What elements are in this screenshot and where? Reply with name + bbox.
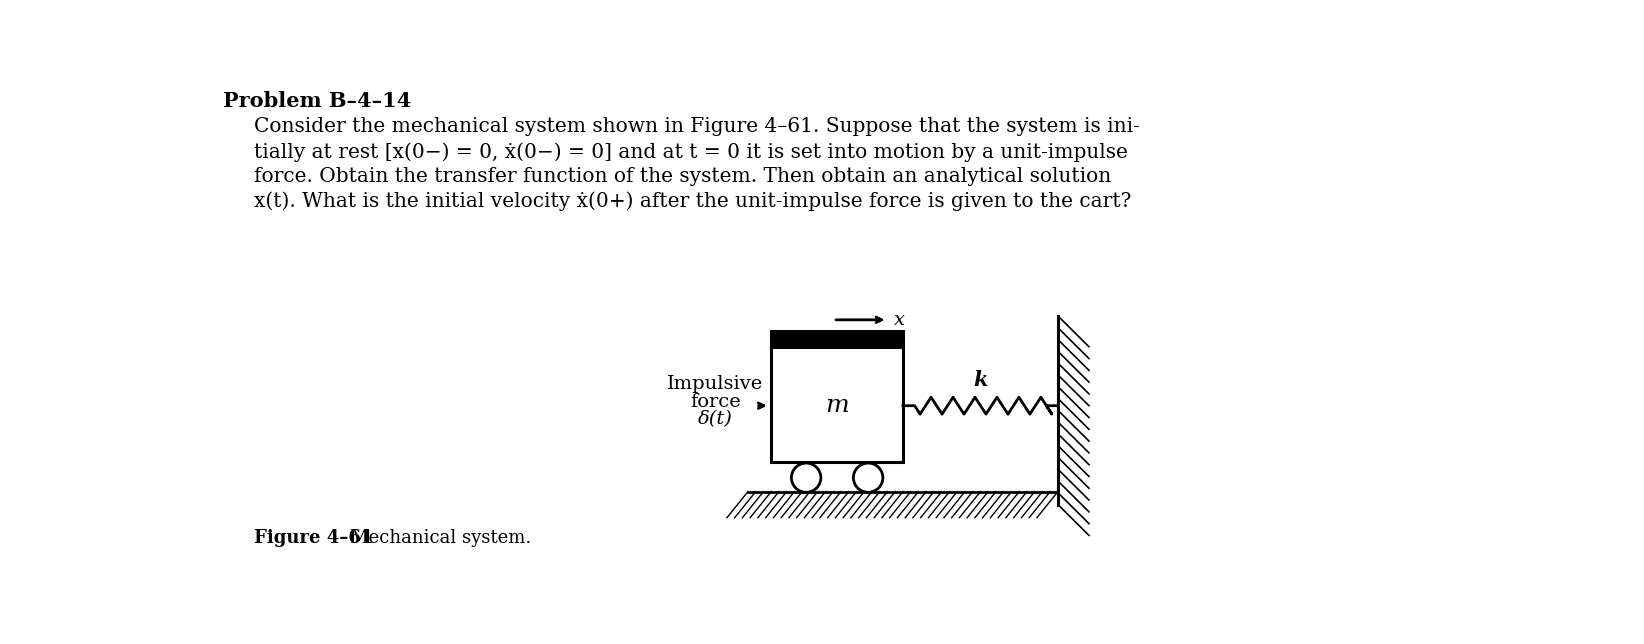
Text: x: x	[894, 311, 904, 329]
Text: Problem B–4–14: Problem B–4–14	[222, 91, 411, 111]
Bar	[771, 332, 903, 462]
Text: δ(t): δ(t)	[699, 410, 733, 428]
Text: Figure 4–61: Figure 4–61	[253, 529, 373, 547]
Text: Consider the mechanical system shown in Figure 4–61. Suppose that the system is : Consider the mechanical system shown in …	[253, 117, 1139, 137]
Text: Mechanical system.: Mechanical system.	[332, 529, 531, 547]
Text: force. Obtain the transfer function of the system. Then obtain an analytical sol: force. Obtain the transfer function of t…	[253, 167, 1111, 185]
Bar	[771, 332, 903, 349]
Text: m: m	[825, 394, 848, 417]
Text: Impulsive: Impulsive	[667, 375, 763, 393]
Text: force: force	[690, 393, 741, 411]
Text: tially at rest [x(0−) = 0, ẋ(0−) = 0] and at t = 0 it is set into motion by a un: tially at rest [x(0−) = 0, ẋ(0−) = 0] an…	[253, 142, 1128, 162]
Text: k: k	[973, 370, 988, 390]
Text: x(t). What is the initial velocity ẋ(0+) after the unit-impulse force is given t: x(t). What is the initial velocity ẋ(0+)…	[253, 191, 1131, 211]
